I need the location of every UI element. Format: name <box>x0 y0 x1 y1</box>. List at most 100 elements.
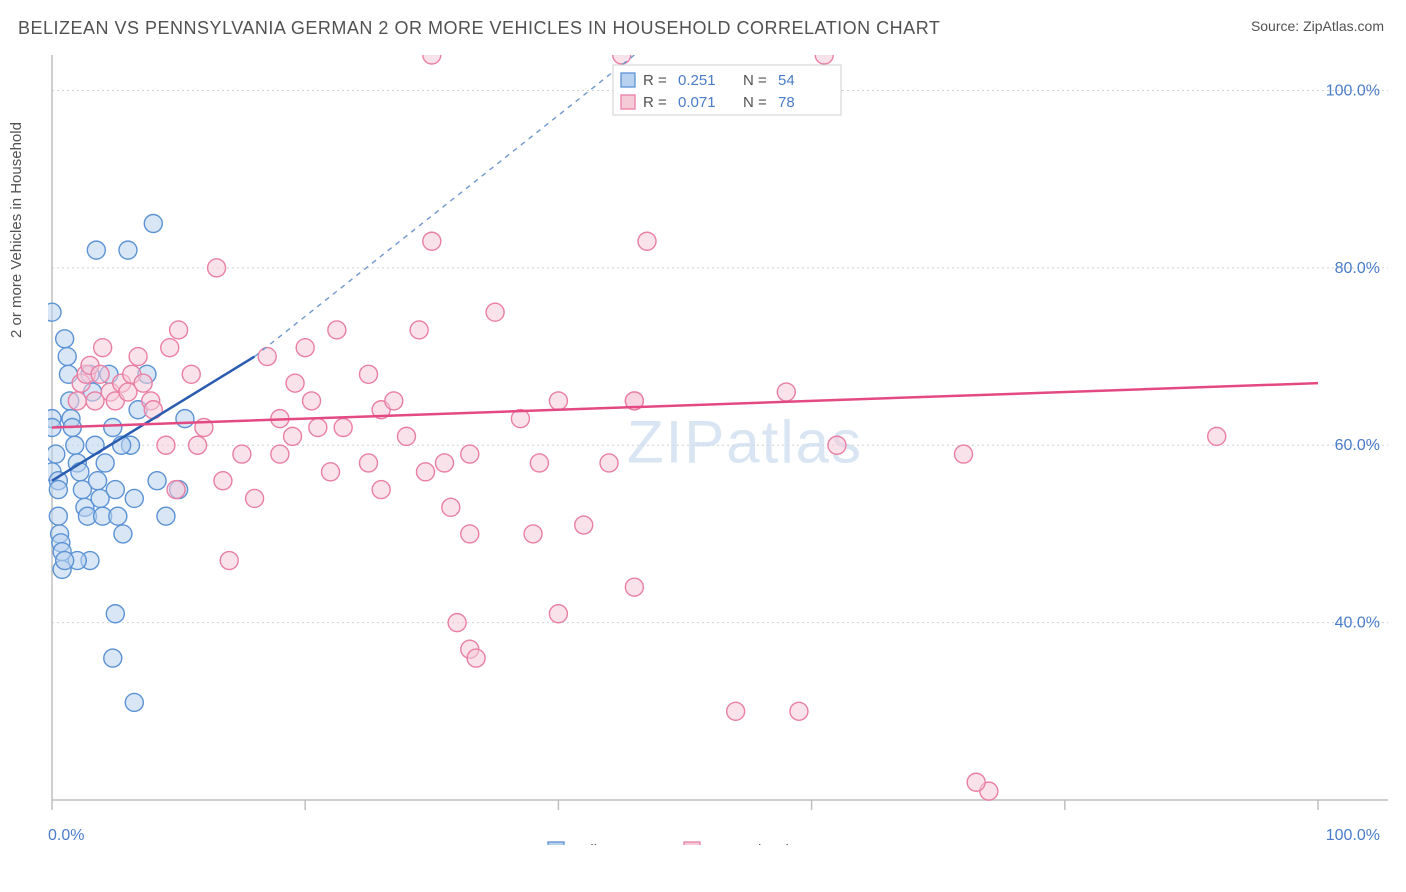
data-point <box>549 605 567 623</box>
data-point <box>119 241 137 259</box>
data-point <box>148 472 166 490</box>
data-point <box>1208 427 1226 445</box>
data-point <box>410 321 428 339</box>
legend-swatch <box>621 95 635 109</box>
data-point <box>303 392 321 410</box>
data-point <box>271 445 289 463</box>
data-point <box>208 259 226 277</box>
data-point <box>56 330 74 348</box>
legend-series-label: Pennsylvania Germans <box>708 842 863 845</box>
data-point <box>600 454 618 472</box>
y-tick-label: 60.0% <box>1335 437 1380 454</box>
data-point <box>58 348 76 366</box>
data-point <box>157 507 175 525</box>
data-point <box>955 445 973 463</box>
data-point <box>328 321 346 339</box>
data-point <box>214 472 232 490</box>
legend-r-label: R = <box>643 94 667 111</box>
x-tick-label: 100.0% <box>1326 827 1380 844</box>
data-point <box>467 649 485 667</box>
data-point <box>167 481 185 499</box>
data-point <box>48 445 65 463</box>
data-point <box>49 507 67 525</box>
data-point <box>284 427 302 445</box>
scatter-svg: 40.0% 60.0% 80.0% 100.0% 0.0% 100.0% ZIPatlas R… <box>48 55 1388 845</box>
data-point <box>48 303 61 321</box>
data-point <box>530 454 548 472</box>
data-point <box>71 463 89 481</box>
data-point <box>727 702 745 720</box>
plot-area: 40.0% 60.0% 80.0% 100.0% 0.0% 100.0% ZIPatlas R… <box>48 55 1388 845</box>
legend-n-value: 78 <box>778 94 795 111</box>
legend-n-value: 54 <box>778 72 795 89</box>
data-point <box>790 702 808 720</box>
data-point <box>286 374 304 392</box>
chart-source: Source: ZipAtlas.com <box>1251 18 1384 34</box>
data-point <box>309 419 327 437</box>
y-tick-label: 40.0% <box>1335 615 1380 632</box>
data-point <box>94 339 112 357</box>
data-point <box>435 454 453 472</box>
data-point <box>96 454 114 472</box>
watermark: ZIPatlas <box>627 409 863 476</box>
data-point <box>189 436 207 454</box>
data-point <box>87 241 105 259</box>
data-point <box>372 481 390 499</box>
data-point <box>176 410 194 428</box>
data-point <box>134 374 152 392</box>
data-point <box>68 392 86 410</box>
data-point <box>246 489 264 507</box>
data-point <box>334 419 352 437</box>
data-point <box>109 507 127 525</box>
data-point <box>448 614 466 632</box>
data-point <box>385 392 403 410</box>
legend-n-label: N = <box>743 94 767 111</box>
data-point <box>828 436 846 454</box>
data-point <box>233 445 251 463</box>
data-point <box>104 649 122 667</box>
data-point <box>49 481 67 499</box>
data-point <box>220 552 238 570</box>
legend-swatch <box>548 842 564 845</box>
y-tick-label: 80.0% <box>1335 260 1380 277</box>
legend-r-value: 0.251 <box>678 72 716 89</box>
data-point <box>114 525 132 543</box>
legend-swatch <box>621 73 635 87</box>
data-point <box>461 525 479 543</box>
data-point <box>423 232 441 250</box>
data-point <box>106 605 124 623</box>
data-point <box>322 463 340 481</box>
data-point <box>104 419 122 437</box>
source-label: Source: <box>1251 18 1299 34</box>
data-point <box>524 525 542 543</box>
y-tick-label: 100.0% <box>1326 82 1380 99</box>
source-value: ZipAtlas.com <box>1303 18 1384 34</box>
data-point <box>170 321 188 339</box>
y-axis-label: 2 or more Vehicles in Household <box>8 122 25 338</box>
data-point <box>144 215 162 233</box>
data-point <box>161 339 179 357</box>
data-point <box>125 693 143 711</box>
data-point <box>442 498 460 516</box>
data-point <box>625 578 643 596</box>
legend-swatch <box>684 842 700 845</box>
data-point <box>416 463 434 481</box>
data-point <box>575 516 593 534</box>
data-point <box>777 383 795 401</box>
data-point <box>613 55 631 64</box>
legend-r-label: R = <box>643 72 667 89</box>
data-point <box>182 365 200 383</box>
legend-r-value: 0.071 <box>678 94 716 111</box>
data-point <box>397 427 415 445</box>
legend-n-label: N = <box>743 72 767 89</box>
data-point <box>89 472 107 490</box>
data-point <box>157 436 175 454</box>
data-point <box>815 55 833 64</box>
data-point <box>129 348 147 366</box>
data-point <box>91 365 109 383</box>
data-point <box>967 773 985 791</box>
trend-line-extrapolated <box>255 55 635 357</box>
x-tick-label: 0.0% <box>48 827 84 844</box>
data-point <box>638 232 656 250</box>
data-point <box>360 365 378 383</box>
